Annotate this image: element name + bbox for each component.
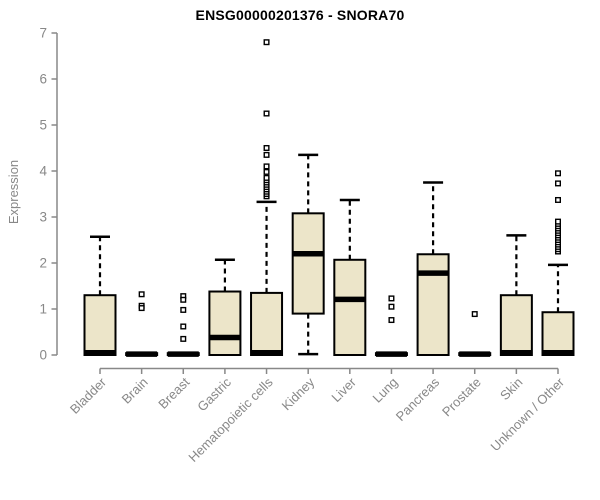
y-tick-label: 7	[39, 26, 47, 41]
y-tick-label: 5	[39, 118, 47, 133]
outlier-point	[180, 306, 187, 313]
x-category-label: Bladder	[67, 374, 110, 417]
x-category-label: Lung	[370, 375, 401, 406]
box-unknown-other	[541, 311, 575, 356]
box-pancreas	[416, 253, 450, 356]
outlier-point	[263, 163, 270, 170]
y-tick-label: 0	[39, 348, 47, 363]
outlier-point	[180, 296, 187, 303]
box-bladder	[83, 294, 117, 357]
outlier-point	[138, 291, 145, 298]
x-category-label: Brain	[119, 375, 151, 407]
outlier-point	[263, 174, 270, 181]
x-category-label: Skin	[497, 375, 525, 403]
x-category-label: Kidney	[279, 374, 318, 413]
box-skin	[499, 294, 533, 357]
x-category-label: Pancreas	[393, 374, 443, 424]
outlier-point	[388, 295, 395, 302]
x-category-label: Unknown / Other	[488, 374, 568, 454]
outlier-point	[263, 39, 270, 46]
outlier-point	[180, 323, 187, 330]
outlier-point	[138, 305, 145, 312]
y-tick-label: 3	[39, 210, 47, 225]
outlier-point	[388, 317, 395, 324]
box-gastric	[208, 290, 242, 356]
outlier-point	[555, 218, 562, 225]
box-hematopoietic-cells	[250, 291, 284, 356]
outlier-point	[263, 144, 270, 151]
y-tick-label: 1	[39, 302, 47, 317]
outlier-point	[388, 303, 395, 310]
y-tick-label: 4	[39, 164, 47, 179]
outlier-point	[555, 196, 562, 203]
chart-title: ENSG00000201376 - SNORA70	[195, 7, 405, 23]
x-category-label: Gastric	[194, 374, 234, 414]
y-tick-label: 2	[39, 256, 47, 271]
outlier-point	[555, 180, 562, 187]
x-category-label: Liver	[328, 374, 359, 405]
outlier-point	[555, 170, 562, 177]
x-category-label: Prostate	[439, 375, 484, 420]
outlier-point	[263, 151, 270, 158]
x-category-label: Breast	[155, 374, 192, 411]
y-tick-label: 6	[39, 72, 47, 87]
outlier-point	[263, 110, 270, 117]
outlier-point	[471, 311, 478, 318]
box-liver	[333, 258, 367, 356]
outlier-point	[263, 168, 270, 175]
box-kidney	[291, 212, 325, 315]
outlier-point	[180, 335, 187, 342]
